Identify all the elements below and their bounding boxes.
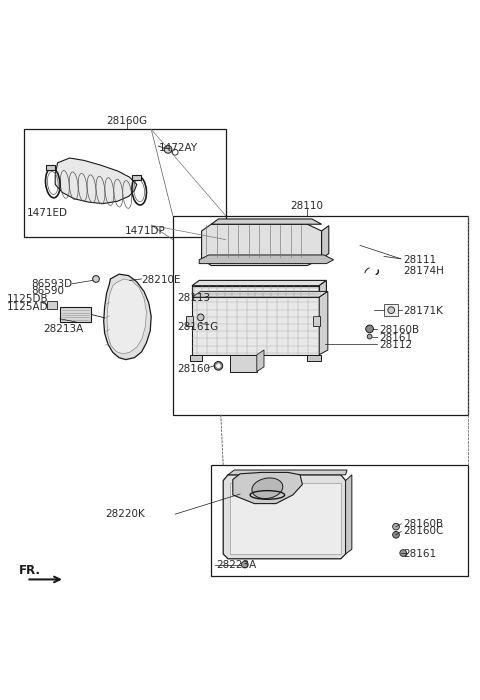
Bar: [132, 175, 141, 180]
Polygon shape: [346, 475, 352, 554]
Text: 28160G: 28160G: [107, 116, 148, 125]
Text: 28223A: 28223A: [216, 560, 256, 570]
Ellipse shape: [252, 478, 283, 498]
Circle shape: [164, 146, 172, 153]
Text: 28160B: 28160B: [403, 519, 444, 528]
Text: 28113: 28113: [178, 293, 211, 303]
Text: 1125DB: 1125DB: [7, 294, 49, 304]
Polygon shape: [192, 286, 319, 296]
Polygon shape: [192, 281, 326, 286]
Bar: [173, 216, 468, 415]
Bar: [186, 316, 193, 326]
Text: 28174H: 28174H: [403, 266, 444, 276]
Bar: [230, 483, 341, 554]
Polygon shape: [233, 473, 302, 503]
Circle shape: [172, 149, 178, 155]
Circle shape: [400, 550, 407, 556]
Circle shape: [216, 364, 220, 368]
Polygon shape: [228, 470, 347, 475]
Polygon shape: [199, 255, 334, 264]
Text: 28210E: 28210E: [142, 275, 181, 286]
Polygon shape: [192, 298, 319, 355]
Polygon shape: [307, 355, 321, 360]
Polygon shape: [190, 355, 202, 360]
Circle shape: [388, 307, 395, 314]
Circle shape: [393, 524, 399, 530]
Text: 1471ED: 1471ED: [26, 208, 67, 218]
Polygon shape: [257, 350, 264, 372]
Bar: [46, 164, 55, 169]
Circle shape: [366, 325, 373, 332]
Bar: [313, 316, 320, 326]
Polygon shape: [319, 281, 326, 296]
Text: 28161G: 28161G: [178, 322, 219, 332]
Polygon shape: [202, 224, 322, 265]
Bar: [24, 130, 226, 237]
Polygon shape: [104, 274, 151, 360]
Text: 1125AD: 1125AD: [7, 302, 49, 312]
Text: 86593D: 86593D: [31, 279, 72, 289]
Bar: [192, 286, 319, 296]
Polygon shape: [60, 307, 91, 322]
Circle shape: [93, 276, 99, 282]
Text: 28160B: 28160B: [379, 325, 420, 335]
Circle shape: [367, 334, 372, 339]
Bar: [384, 304, 398, 316]
Text: 1472AY: 1472AY: [158, 144, 198, 153]
Polygon shape: [211, 219, 322, 224]
Polygon shape: [322, 225, 329, 259]
Circle shape: [214, 361, 223, 370]
Polygon shape: [107, 279, 146, 354]
Circle shape: [241, 561, 248, 568]
Circle shape: [393, 531, 399, 538]
Text: 28111: 28111: [403, 255, 436, 265]
Text: 28160: 28160: [178, 364, 211, 374]
Text: 28220K: 28220K: [106, 509, 145, 519]
Bar: [211, 466, 468, 575]
Text: 86590: 86590: [31, 286, 64, 296]
Text: 28213A: 28213A: [43, 324, 84, 335]
Polygon shape: [319, 291, 328, 355]
Polygon shape: [230, 355, 257, 372]
Circle shape: [197, 314, 204, 321]
Text: 28161: 28161: [379, 332, 412, 342]
Text: 28160C: 28160C: [403, 526, 444, 536]
Polygon shape: [55, 158, 137, 204]
Polygon shape: [192, 291, 328, 298]
Text: 28112: 28112: [379, 340, 412, 350]
Text: FR.: FR.: [19, 564, 41, 577]
Polygon shape: [223, 475, 346, 559]
Text: 1471DP: 1471DP: [125, 226, 166, 236]
Bar: [47, 301, 57, 309]
Text: 28171K: 28171K: [403, 306, 443, 316]
Text: 28110: 28110: [291, 201, 324, 211]
Text: 28161: 28161: [403, 549, 436, 559]
